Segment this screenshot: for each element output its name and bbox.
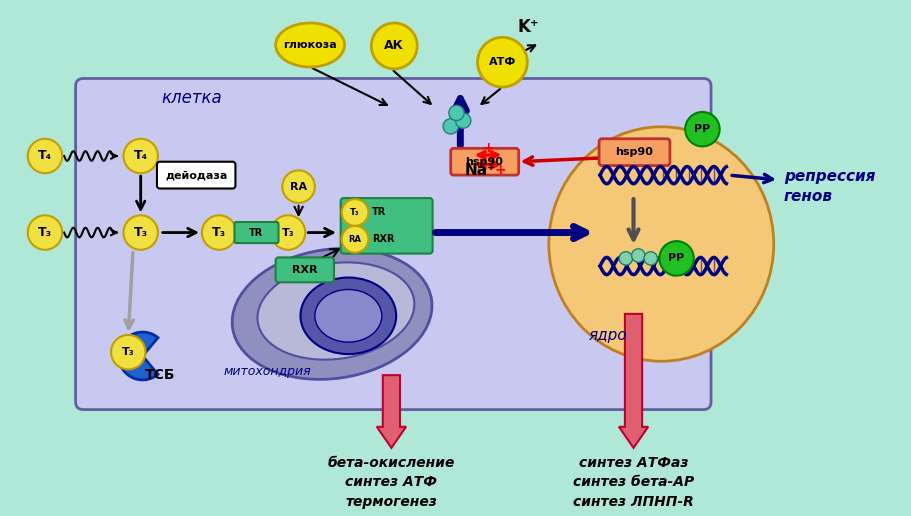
Circle shape bbox=[477, 37, 527, 87]
Text: глюкоза: глюкоза bbox=[283, 40, 336, 50]
Text: АТФ: АТФ bbox=[488, 57, 516, 67]
Circle shape bbox=[342, 226, 368, 253]
Text: T₃: T₃ bbox=[350, 208, 360, 217]
Text: PP: PP bbox=[668, 253, 684, 263]
Text: бета-окисление
синтез АТФ
термогенез: бета-окисление синтез АТФ термогенез bbox=[327, 456, 455, 509]
Circle shape bbox=[27, 139, 62, 173]
Ellipse shape bbox=[275, 23, 344, 67]
Circle shape bbox=[631, 249, 644, 262]
Text: hsp90: hsp90 bbox=[465, 157, 503, 167]
Circle shape bbox=[282, 170, 314, 203]
Text: RXR: RXR bbox=[372, 234, 394, 244]
Circle shape bbox=[271, 215, 305, 250]
Circle shape bbox=[123, 139, 158, 173]
Text: T₃: T₃ bbox=[122, 347, 135, 357]
FancyArrow shape bbox=[376, 375, 405, 448]
Circle shape bbox=[659, 241, 693, 276]
Ellipse shape bbox=[232, 248, 432, 379]
Text: ядро: ядро bbox=[588, 328, 627, 343]
Text: TR: TR bbox=[372, 207, 386, 217]
Text: RA: RA bbox=[290, 182, 307, 191]
Text: RXR: RXR bbox=[292, 265, 317, 275]
FancyBboxPatch shape bbox=[341, 198, 432, 253]
Text: hsp90: hsp90 bbox=[615, 147, 652, 157]
FancyBboxPatch shape bbox=[157, 162, 235, 188]
FancyBboxPatch shape bbox=[76, 78, 711, 410]
Text: T₃: T₃ bbox=[212, 226, 226, 239]
FancyBboxPatch shape bbox=[599, 139, 670, 166]
Ellipse shape bbox=[314, 289, 382, 342]
Text: дейодаза: дейодаза bbox=[165, 170, 227, 180]
Text: +: + bbox=[494, 164, 506, 178]
Text: репрессия
генов: репрессия генов bbox=[783, 169, 875, 204]
Circle shape bbox=[111, 335, 146, 369]
Text: K⁺: K⁺ bbox=[517, 18, 538, 36]
Text: TR: TR bbox=[249, 228, 263, 237]
Circle shape bbox=[123, 215, 158, 250]
Text: Na⁺: Na⁺ bbox=[465, 163, 496, 178]
FancyBboxPatch shape bbox=[450, 148, 518, 175]
Text: митохондрия: митохондрия bbox=[224, 365, 312, 378]
Ellipse shape bbox=[257, 262, 414, 360]
Ellipse shape bbox=[548, 127, 773, 361]
FancyBboxPatch shape bbox=[275, 257, 333, 282]
Circle shape bbox=[643, 252, 657, 265]
Circle shape bbox=[448, 105, 464, 121]
Text: T₃: T₃ bbox=[134, 226, 148, 239]
Text: ТСБ: ТСБ bbox=[145, 368, 175, 382]
Text: T₃: T₃ bbox=[281, 228, 294, 237]
Text: T₄: T₄ bbox=[134, 150, 148, 163]
Circle shape bbox=[455, 113, 470, 128]
Text: PP: PP bbox=[693, 124, 710, 134]
Circle shape bbox=[619, 252, 632, 265]
Text: RA: RA bbox=[348, 235, 361, 244]
FancyArrow shape bbox=[619, 314, 648, 448]
Ellipse shape bbox=[300, 278, 395, 354]
FancyBboxPatch shape bbox=[234, 222, 278, 243]
Text: АК: АК bbox=[384, 39, 404, 53]
Text: синтез АТФаз
синтез бета-АР
синтез ЛПНП-R: синтез АТФаз синтез бета-АР синтез ЛПНП-… bbox=[572, 456, 693, 509]
Circle shape bbox=[443, 119, 458, 134]
Circle shape bbox=[371, 23, 417, 69]
Wedge shape bbox=[118, 332, 158, 380]
Circle shape bbox=[684, 112, 719, 147]
Text: T₄: T₄ bbox=[38, 150, 52, 163]
Circle shape bbox=[201, 215, 236, 250]
Text: клетка: клетка bbox=[161, 89, 222, 107]
Text: T₃: T₃ bbox=[38, 226, 52, 239]
Text: +: + bbox=[482, 141, 494, 155]
Circle shape bbox=[27, 215, 62, 250]
Circle shape bbox=[342, 199, 368, 226]
